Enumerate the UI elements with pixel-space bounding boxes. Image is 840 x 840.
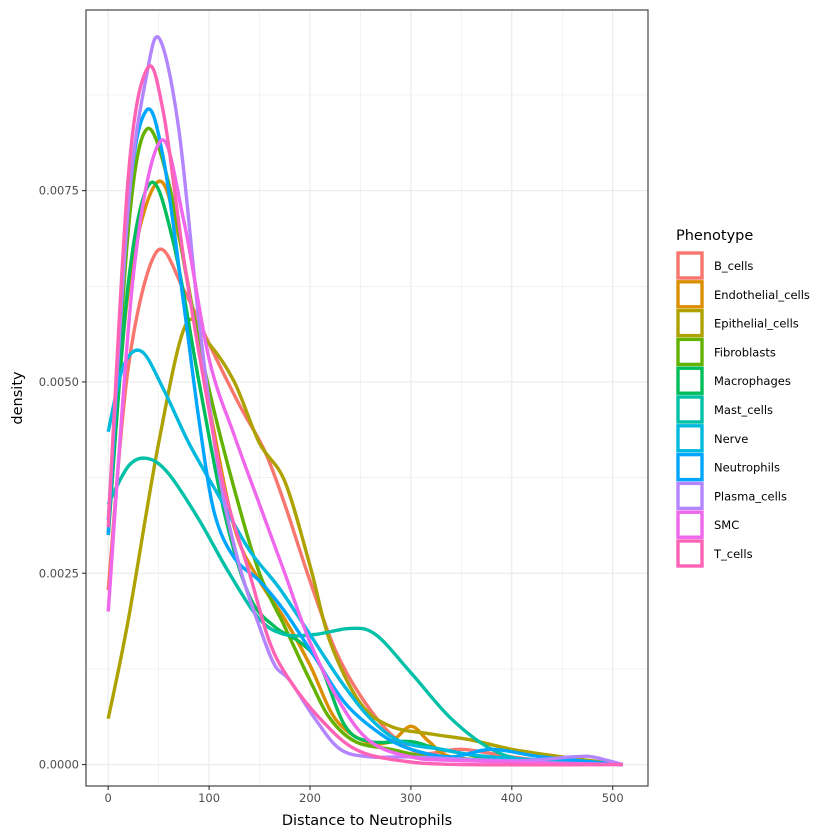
legend-key-fibroblasts — [676, 337, 704, 367]
density-curve-mast-cells — [106, 456, 623, 767]
plot-panel-border — [85, 9, 649, 787]
legend-label: T_cells — [713, 547, 753, 561]
density-curves — [106, 35, 624, 767]
x-tick-label: 400 — [501, 791, 523, 805]
legend-label: Mast_cells — [714, 403, 773, 417]
y-tick-label: 0.0000 — [39, 758, 79, 772]
legend-label: Neutrophils — [714, 461, 780, 475]
legend-key-b-cells — [676, 251, 704, 280]
density-curve-b-cells — [106, 247, 623, 767]
legend-label: SMC — [714, 518, 739, 532]
legend-item: Epithelial_cells — [676, 308, 799, 338]
legend-item: Macrophages — [676, 366, 791, 395]
x-tick-label: 100 — [198, 791, 220, 805]
x-tick-label: 0 — [105, 791, 112, 805]
legend-label: Endothelial_cells — [714, 288, 810, 302]
density-curve-fibroblasts — [106, 126, 623, 767]
density-curve-epithelial-cells — [106, 317, 624, 767]
legend-item: Plasma_cells — [676, 481, 787, 511]
y-axis-title: density — [10, 371, 26, 425]
legend-key-plasma-cells — [676, 481, 704, 511]
legend-key-mast-cells — [676, 395, 704, 424]
legend-item: Nerve — [676, 424, 748, 453]
plot-panel-background — [86, 10, 648, 786]
legend-key-nerve — [676, 424, 704, 453]
legend-key-smc — [676, 510, 704, 539]
legend-item: B_cells — [676, 251, 753, 280]
grid-lines — [86, 10, 648, 786]
y-axis: 0.0000 0.0025 0.0050 0.0075 — [39, 184, 86, 772]
legend: B_cells Endothelial_cells Epithelial_cells… — [676, 251, 810, 568]
legend-label: Fibroblasts — [714, 345, 776, 359]
legend-item: SMC — [676, 510, 739, 539]
legend-label: Plasma_cells — [714, 489, 787, 503]
legend-key-epithelial-cells — [676, 308, 704, 338]
legend-label: Macrophages — [714, 374, 791, 388]
y-tick-label: 0.0050 — [39, 375, 79, 389]
legend-item: Endothelial_cells — [676, 280, 810, 309]
density-curve-smc — [106, 138, 623, 767]
legend-label: Epithelial_cells — [714, 317, 799, 331]
x-tick-label: 500 — [602, 791, 624, 805]
x-tick-label: 300 — [400, 791, 422, 805]
legend-label: B_cells — [714, 259, 753, 273]
legend-key-macrophages — [676, 366, 704, 395]
x-axis-title: Distance to Neutrophils — [282, 813, 452, 829]
legend-item: T_cells — [676, 539, 753, 568]
legend-key-endothelial-cells — [676, 280, 704, 309]
density-curve-neutrophils — [106, 107, 623, 767]
x-axis: 0 100 200 300 400 500 — [105, 786, 624, 805]
legend-label: Nerve — [714, 432, 748, 446]
legend-key-t-cells — [676, 539, 704, 568]
legend-item: Neutrophils — [676, 452, 780, 482]
density-curve-macrophages — [106, 180, 623, 767]
legend-key-neutrophils — [676, 452, 704, 482]
density-curve-t-cells — [106, 64, 623, 767]
density-curve-nerve — [106, 348, 623, 767]
x-tick-label: 200 — [299, 791, 321, 805]
legend-item: Fibroblasts — [676, 337, 776, 367]
y-tick-label: 0.0025 — [39, 566, 79, 580]
legend-title: Phenotype — [676, 228, 753, 244]
legend-item: Mast_cells — [676, 395, 773, 424]
y-tick-label: 0.0075 — [39, 184, 79, 198]
